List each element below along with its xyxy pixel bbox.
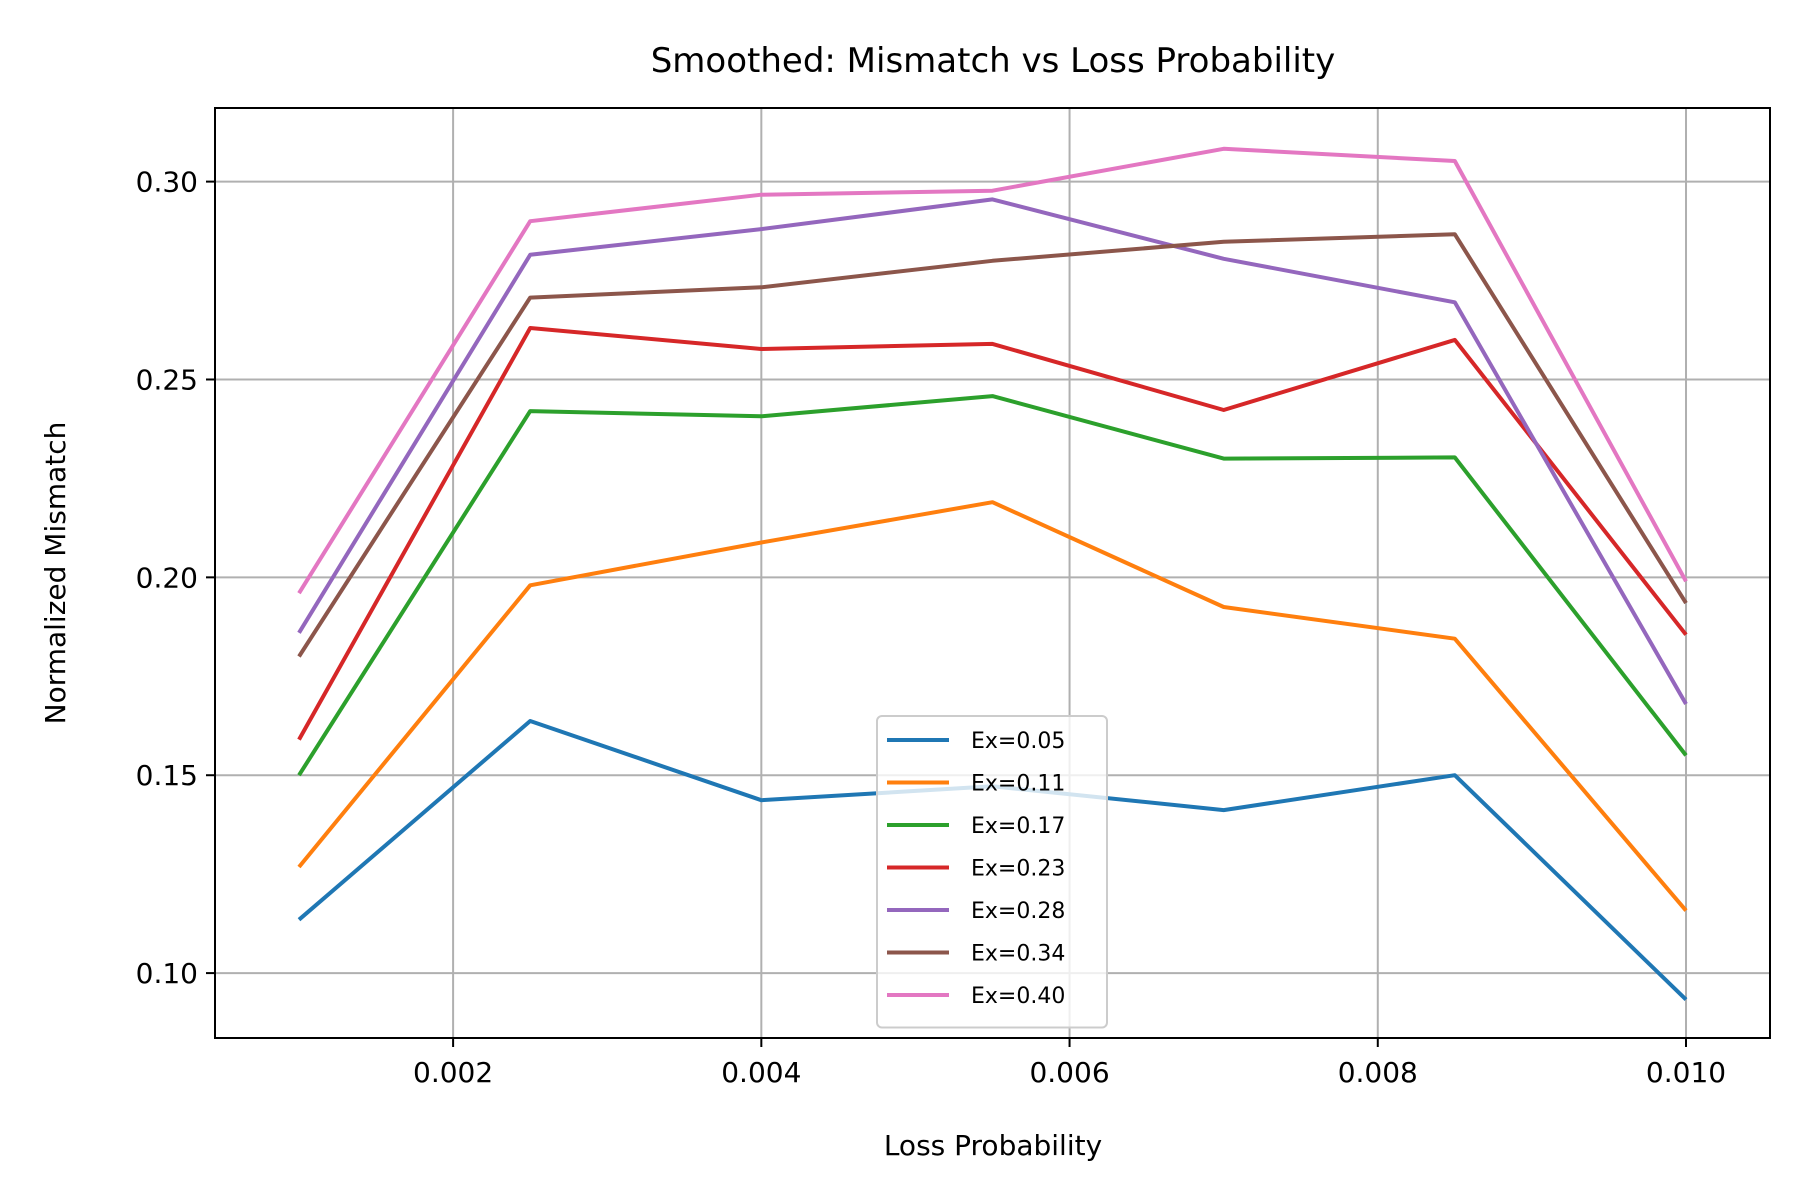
x-tick-label: 0.006 [1029,1056,1109,1089]
legend-label: Ex=0.28 [971,899,1065,924]
series-line-Ex=0.40 [297,146,1688,595]
legend-box [876,715,1108,1029]
series-line-Ex=0.34 [297,232,1688,658]
legend-label: Ex=0.05 [971,729,1065,754]
legend-label: Ex=0.40 [971,984,1065,1009]
series-line-Ex=0.23 [297,326,1688,741]
plot-frame [214,107,1771,1039]
legend-label: Ex=0.11 [971,772,1065,797]
series-line-Ex=0.11 [297,500,1688,912]
series-line-Ex=0.28 [297,197,1688,705]
x-axis-label: Loss Probability [884,1129,1102,1162]
x-tick-label: 0.008 [1338,1056,1418,1089]
y-axis-label: Normalized Mismatch [39,422,72,725]
x-tick-label: 0.004 [721,1056,801,1089]
y-tick-label: 0.15 [136,759,198,792]
y-tick-label: 0.30 [136,166,198,199]
legend-label: Ex=0.23 [971,857,1065,882]
legend-label: Ex=0.34 [971,942,1065,967]
x-ticks: 0.002 0.004 0.006 0.008 0.010 [413,1038,1726,1089]
series-line-Ex=0.17 [297,394,1688,777]
y-tick-label: 0.10 [136,957,198,990]
legend: Ex=0.05 Ex=0.11 Ex=0.17 Ex=0.23 Ex=0.28 Ex=0.… [876,715,1108,1029]
y-ticks: 0.10 0.15 0.20 0.25 0.30 [136,166,215,990]
chart-title: Smoothed: Mismatch vs Loss Probability [651,41,1336,81]
x-tick-label: 0.010 [1646,1056,1726,1089]
x-tick-label: 0.002 [413,1056,493,1089]
y-tick-label: 0.25 [136,363,198,396]
legend-label: Ex=0.17 [971,814,1065,839]
y-tick-label: 0.20 [136,561,198,594]
